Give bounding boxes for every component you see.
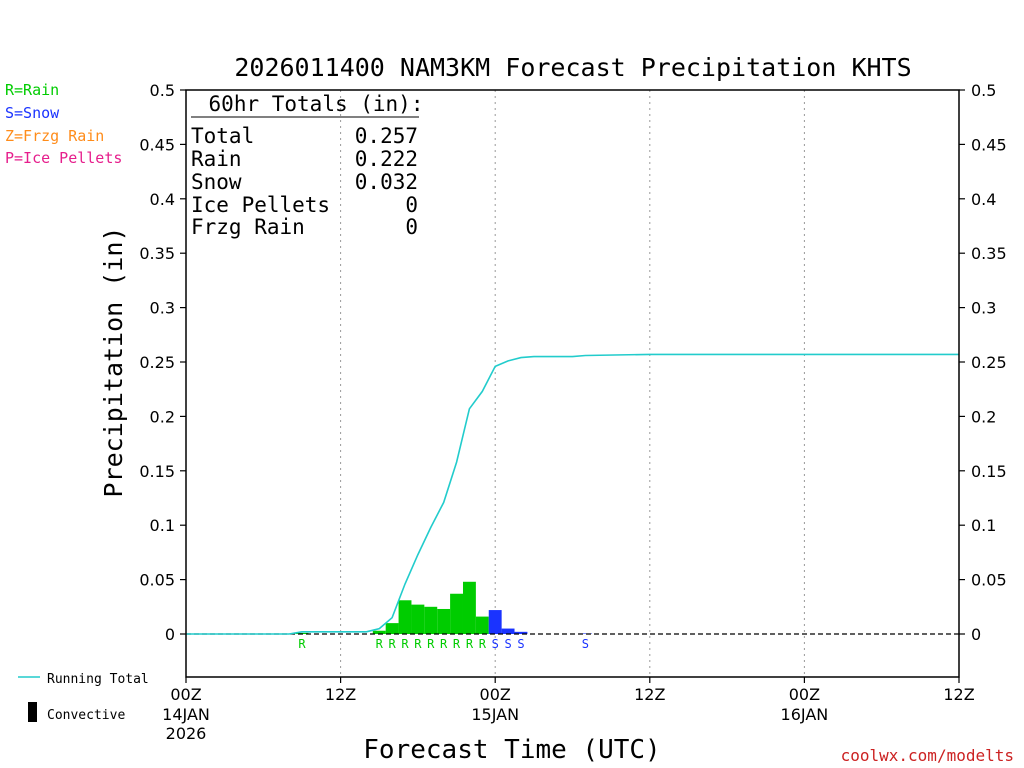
y-tick-label-left-4: 0.2 <box>150 407 175 426</box>
legend-rain: R=Rain <box>5 81 59 99</box>
type-letter-9: R <box>479 637 487 651</box>
type-letter-5: R <box>427 637 435 651</box>
x-tick-date-0: 14JAN <box>162 705 210 724</box>
plot-frame <box>185 89 960 678</box>
totals-value-frzg-rain: 0 <box>405 215 418 239</box>
x-tick-date-4: 16JAN <box>781 705 829 724</box>
type-letter-11: S <box>504 637 511 651</box>
bar-7 <box>450 593 463 634</box>
bar-11 <box>501 628 515 634</box>
totals-value-rain: 0.222 <box>355 147 418 171</box>
totals-label-frzg-rain: Frzg Rain <box>191 215 305 239</box>
y-tick-label-left-3: 0.15 <box>139 462 175 481</box>
y-tick-label-left-8: 0.4 <box>150 190 175 209</box>
bar-13 <box>578 633 592 634</box>
totals-label-snow: Snow <box>191 170 242 194</box>
x-tick-label-2: 00Z <box>480 685 511 704</box>
bar-12 <box>514 631 528 634</box>
x-axis-label: Forecast Time (UTC) <box>363 735 660 765</box>
bar-8 <box>462 581 476 634</box>
totals-label-rain: Rain <box>191 147 242 171</box>
type-letter-7: R <box>453 637 461 651</box>
running-total-series <box>186 353 959 635</box>
y-tick-label-left-7: 0.35 <box>139 244 175 263</box>
y-tick-label-right-0: 0 <box>971 625 981 644</box>
legend-snow: S=Snow <box>5 104 60 122</box>
y-tick-label-left-6: 0.3 <box>150 299 175 318</box>
legend-convective-swatch <box>28 702 37 722</box>
y-tick-label-left-5: 0.25 <box>139 353 175 372</box>
y-tick-label-left-2: 0.1 <box>150 516 175 535</box>
y-tick-label-right-7: 0.35 <box>971 244 1007 263</box>
x-tick-label-1: 12Z <box>325 685 356 704</box>
y-tick-label-right-5: 0.25 <box>971 353 1007 372</box>
y-tick-label-right-10: 0.5 <box>971 81 996 100</box>
legend-running-total: Running Total <box>47 672 149 687</box>
legend-frzg-rain: Z=Frzg Rain <box>5 127 104 145</box>
x-tick-label-3: 12Z <box>634 685 665 704</box>
totals-box: 60hr Totals (in): Total 0.257 Rain 0.222… <box>191 92 423 239</box>
type-letter-3: R <box>401 637 409 651</box>
running-total-line <box>186 353 959 635</box>
bar-3 <box>398 600 412 634</box>
totals-value-snow: 0.032 <box>355 170 418 194</box>
y-tick-label-right-1: 0.05 <box>971 571 1007 590</box>
totals-value-total: 0.257 <box>355 124 418 148</box>
y-tick-label-right-3: 0.15 <box>971 462 1007 481</box>
x-tick-label-4: 00Z <box>789 685 820 704</box>
y-tick-label-left-1: 0.05 <box>139 571 175 590</box>
y-tick-label-left-0: 0 <box>165 625 175 644</box>
y-tick-label-left-10: 0.5 <box>150 81 175 100</box>
bar-10 <box>488 610 502 634</box>
totals-label-ice-pellets: Ice Pellets <box>191 193 330 217</box>
credit-text: coolwx.com/modelts <box>841 746 1014 765</box>
x-tick-label-0: 00Z <box>170 685 201 704</box>
type-letter-6: R <box>440 637 448 651</box>
legend-ice-pellets: P=Ice Pellets <box>5 149 122 167</box>
type-letter-8: R <box>466 637 474 651</box>
grid-lines <box>340 90 805 677</box>
totals-header: 60hr Totals (in): <box>209 92 424 116</box>
bar-4 <box>411 604 425 634</box>
bar-series <box>295 581 592 634</box>
totals-label-total: Total <box>191 124 254 148</box>
type-letter-0: R <box>298 637 306 651</box>
type-letter-1: R <box>376 637 384 651</box>
legend-convective: Convective <box>47 708 125 723</box>
bar-6 <box>437 608 451 634</box>
bar-2 <box>385 623 399 634</box>
type-letter-10: S <box>492 637 499 651</box>
type-letter-13: S <box>582 637 589 651</box>
y-tick-label-right-9: 0.45 <box>971 135 1007 154</box>
y-tick-label-right-2: 0.1 <box>971 516 996 535</box>
type-letter-4: R <box>414 637 422 651</box>
x-tick-label-5: 12Z <box>943 685 974 704</box>
x-tick-year-0: 2026 <box>166 724 207 743</box>
y-axis-label: Precipitation (in) <box>99 227 128 498</box>
bar-9 <box>475 616 489 634</box>
x-tick-date-2: 15JAN <box>471 705 519 724</box>
y-tick-label-right-8: 0.4 <box>971 190 996 209</box>
y-tick-label-right-6: 0.3 <box>971 299 996 318</box>
y-tick-label-right-4: 0.2 <box>971 407 996 426</box>
type-letter-2: R <box>389 637 397 651</box>
totals-value-ice-pellets: 0 <box>405 193 418 217</box>
type-letter-12: S <box>517 637 524 651</box>
bar-1 <box>372 630 386 634</box>
y-tick-label-left-9: 0.45 <box>139 135 175 154</box>
bar-5 <box>424 606 438 634</box>
chart-title: 2026011400 NAM3KM Forecast Precipitation… <box>234 53 911 82</box>
y-axis-ticks: 0 00.05 0.050.1 0.10.15 0.150.2 0.20.25 0.250.… <box>139 81 1006 644</box>
